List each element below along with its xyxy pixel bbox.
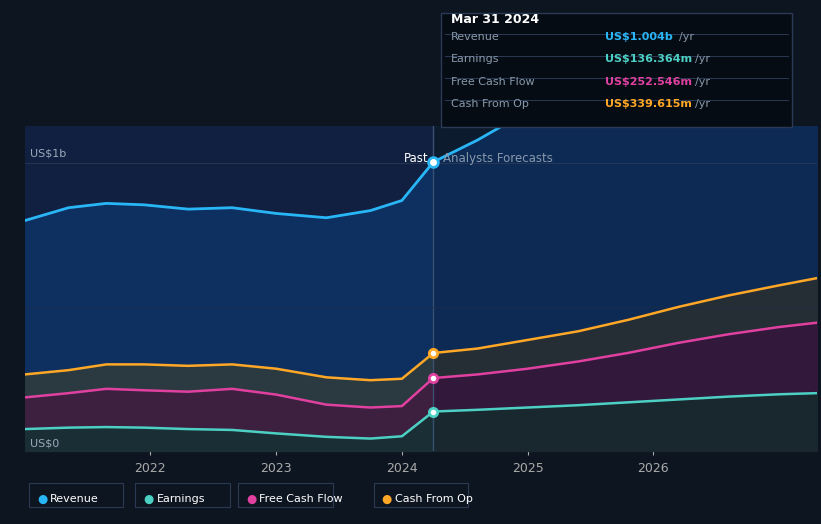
Text: ●: ●: [37, 493, 47, 506]
Text: Revenue: Revenue: [451, 32, 499, 42]
Text: Free Cash Flow: Free Cash Flow: [451, 77, 534, 86]
Text: Analysts Forecasts: Analysts Forecasts: [443, 152, 553, 165]
Text: Past: Past: [404, 152, 429, 165]
Text: ●: ●: [382, 493, 392, 506]
Text: US$339.615m: US$339.615m: [605, 99, 692, 109]
Text: /yr: /yr: [695, 99, 710, 109]
Bar: [25, 126, 433, 451]
Text: Free Cash Flow: Free Cash Flow: [259, 494, 343, 505]
Text: /yr: /yr: [695, 77, 710, 86]
Text: Earnings: Earnings: [451, 54, 499, 64]
Text: ●: ●: [246, 493, 256, 506]
Text: US$0: US$0: [30, 439, 59, 449]
Text: /yr: /yr: [680, 32, 695, 42]
Text: US$252.546m: US$252.546m: [605, 77, 692, 86]
Text: /yr: /yr: [695, 54, 710, 64]
Text: Mar 31 2024: Mar 31 2024: [451, 13, 539, 26]
Text: ●: ●: [144, 493, 154, 506]
Text: US$1.004b: US$1.004b: [605, 32, 673, 42]
Text: Revenue: Revenue: [50, 494, 99, 505]
Text: Cash From Op: Cash From Op: [451, 99, 529, 109]
Text: US$136.364m: US$136.364m: [605, 54, 692, 64]
Text: Earnings: Earnings: [157, 494, 205, 505]
Text: US$1b: US$1b: [30, 149, 66, 159]
Text: Cash From Op: Cash From Op: [395, 494, 473, 505]
